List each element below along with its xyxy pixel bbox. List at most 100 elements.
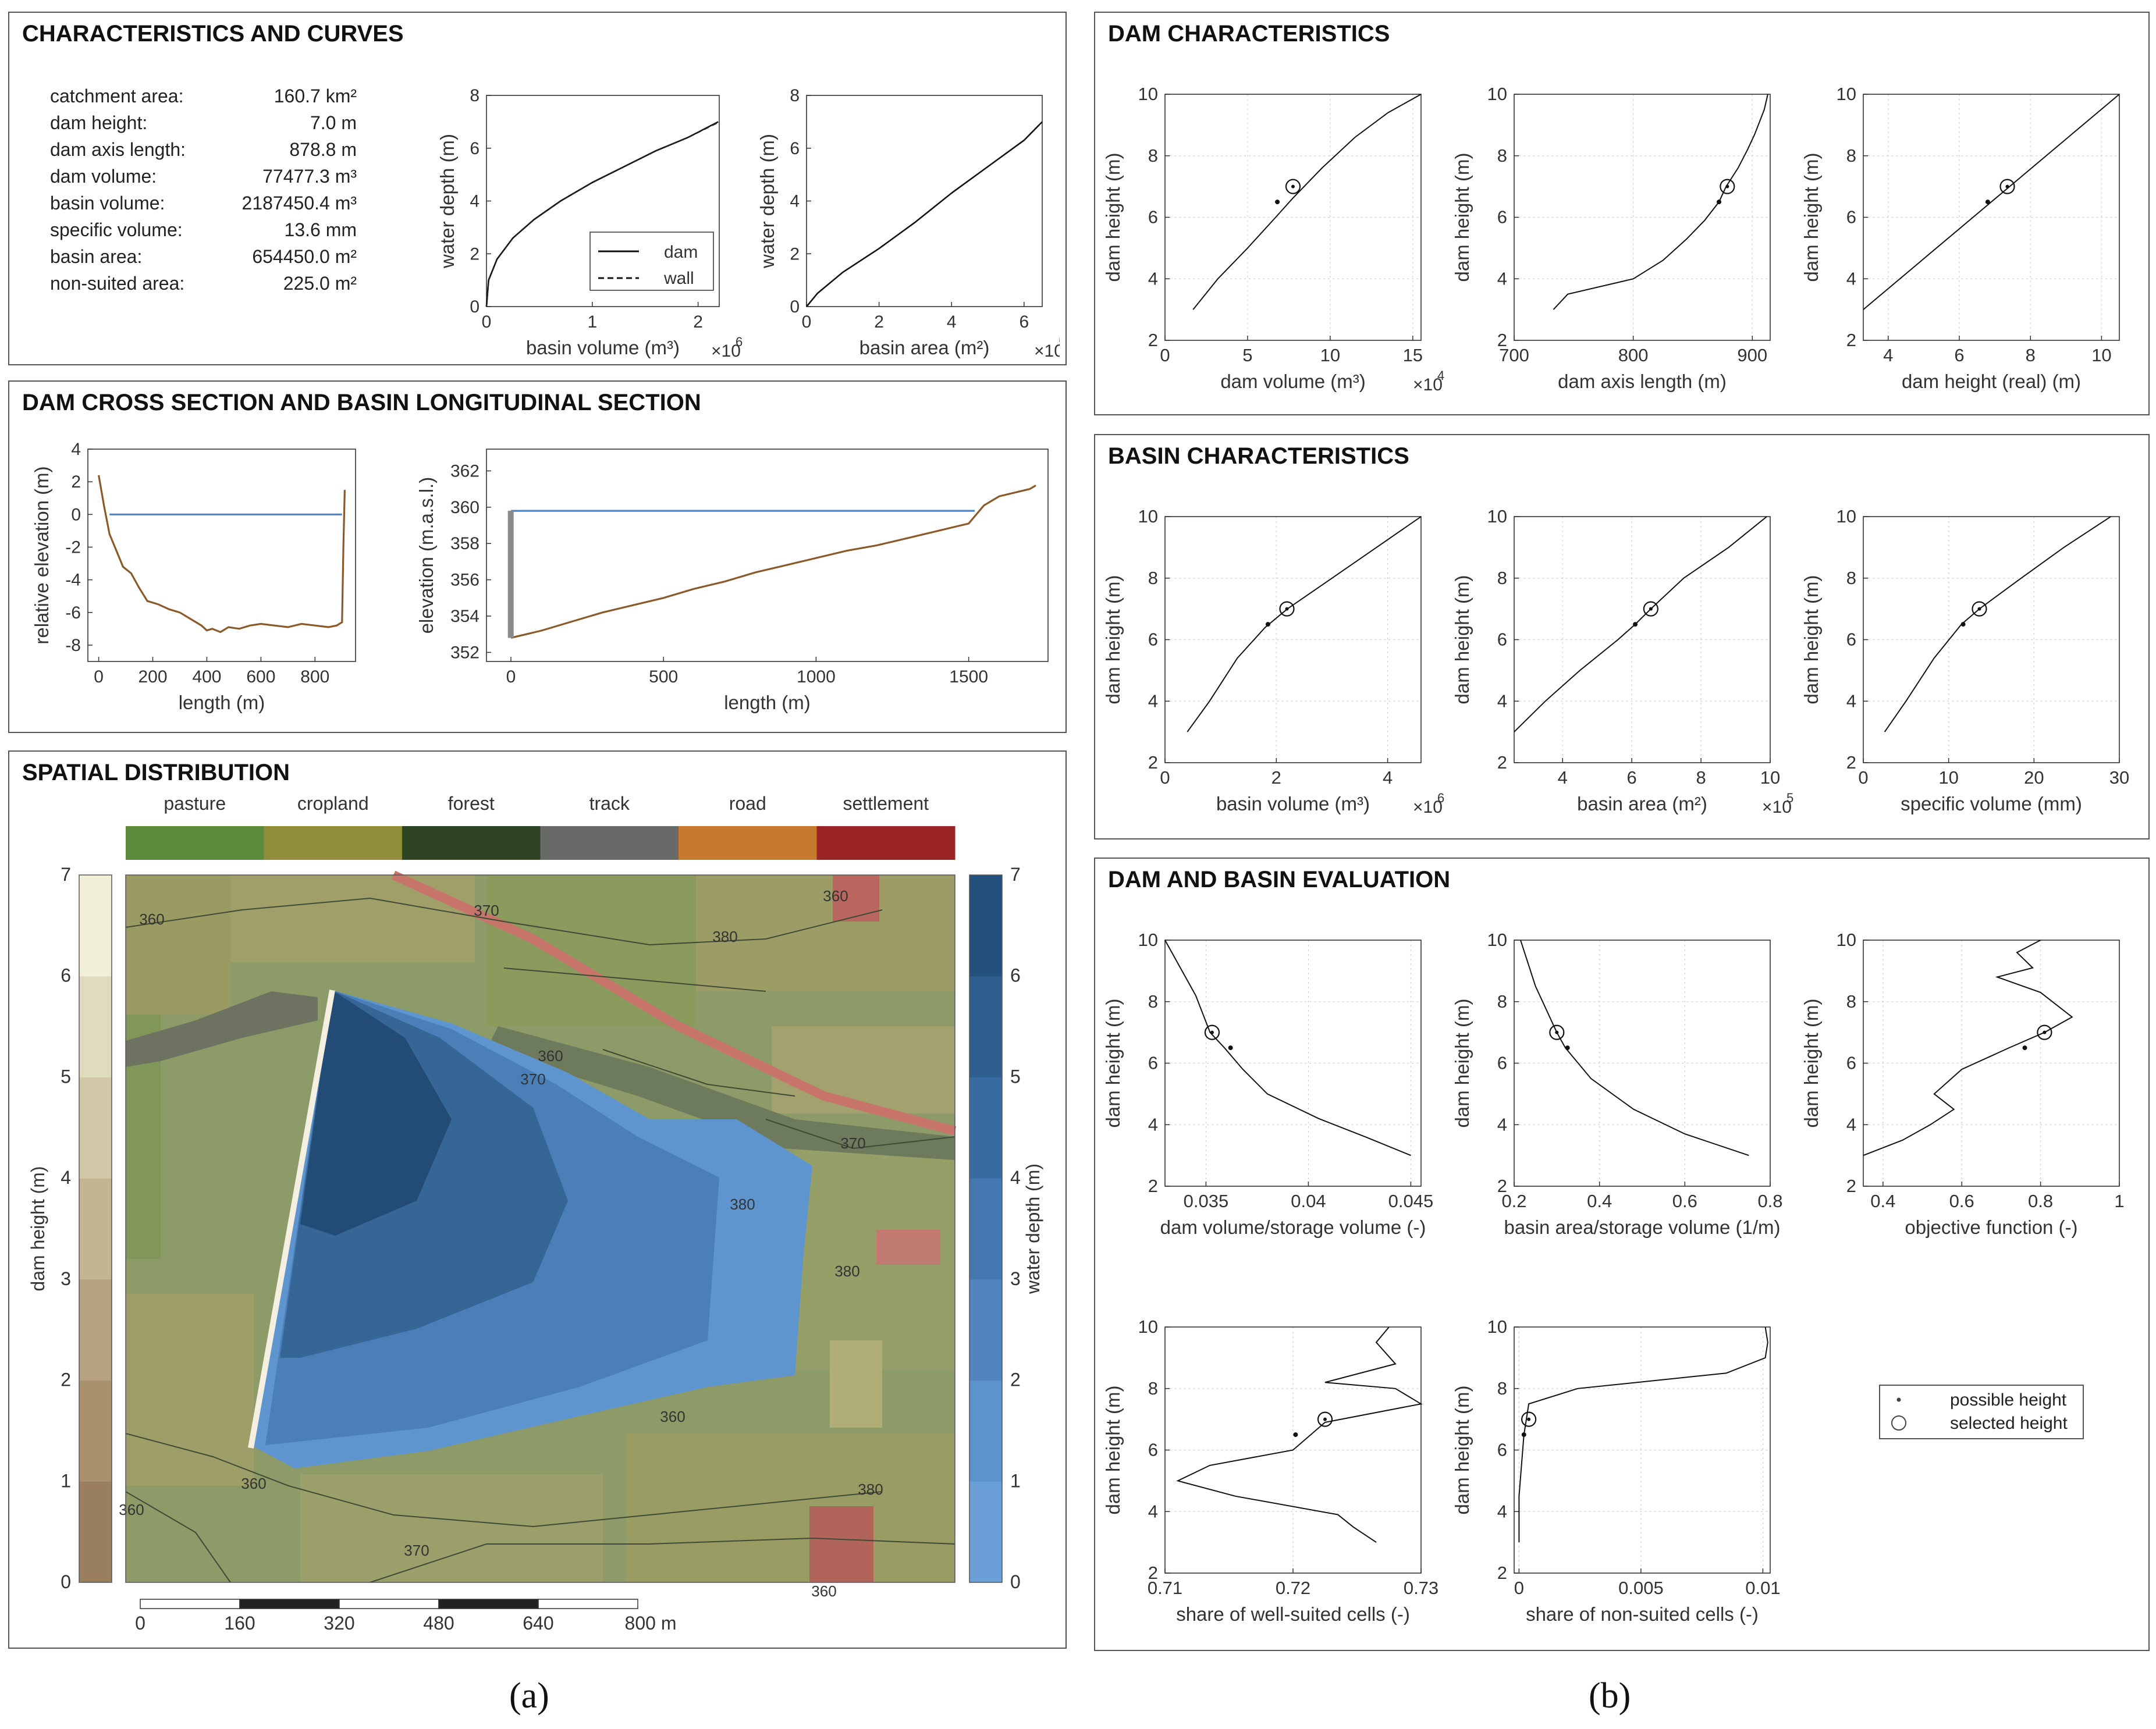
stat-value: 654450.0 m² (252, 246, 357, 267)
y-axis-label: dam height (m) (1800, 999, 1822, 1128)
y-axis-label: dam height (m) (1451, 999, 1473, 1128)
water-depth-color (969, 976, 1002, 1077)
contour-label: 380 (712, 928, 737, 945)
x-axis-multiplier: ×10 (1413, 798, 1443, 817)
chart-non-suited: 0 0.005 0.01 2 4 6 8 10 share of non-suited cell… (1451, 1317, 1781, 1625)
label-a: (a) (509, 1676, 549, 1716)
y-tick-label: 10 (1837, 930, 1856, 950)
x-axis-label: dam axis length (m) (1558, 371, 1727, 392)
x-tick-label: 0.045 (1388, 1191, 1434, 1211)
x-tick-label: 0.6 (1672, 1191, 1697, 1211)
y-tick-label: 4 (1497, 268, 1507, 289)
y-tick-label: 2 (71, 472, 81, 492)
x-axis-exponent: 5 (1059, 335, 1060, 349)
x-tick-label: 8 (1696, 767, 1706, 788)
legend-label-settlement: settlement (843, 793, 929, 814)
selected-height-dot (1649, 607, 1653, 611)
y-tick-label: 6 (1846, 1053, 1856, 1073)
y-axis-label: water depth (m) (756, 134, 778, 269)
land-patch (696, 875, 955, 991)
scalebar-label: 0 (135, 1613, 145, 1634)
legend-swatch-cropland (264, 826, 403, 860)
land-patch (230, 875, 475, 962)
panel-evaluation: DAM AND BASIN EVALUATION 0.035 0.04 0.045 2… (1094, 858, 2150, 1651)
stat-label: basin volume: (50, 193, 165, 214)
water-depth-color (969, 1481, 1002, 1583)
possible-height-marker (1960, 622, 1966, 627)
stat-value: 2187450.4 m³ (241, 193, 357, 214)
selected-height-marker (1549, 1024, 1565, 1040)
y-tick-label: 362 (450, 461, 479, 481)
scalebar-segment (140, 1599, 240, 1609)
legend-label-forest: forest (448, 793, 495, 814)
dam-height-color (79, 1178, 112, 1280)
stat-label: non-suited area: (50, 273, 185, 294)
x-axis-label: basin area/storage volume (1/m) (1504, 1216, 1780, 1238)
stat-value: 13.6 mm (284, 219, 357, 240)
y-tick-label: 10 (1487, 1317, 1507, 1337)
y-tick-label: 2 (1148, 1563, 1158, 1583)
legend-dam-label: dam (664, 243, 698, 262)
y-axis-label: dam height (m) (1800, 153, 1822, 282)
x-tick-label: 0 (1514, 1578, 1524, 1598)
possible-height-marker (1275, 200, 1280, 205)
y-tick-label: 360 (450, 498, 479, 517)
y-tick-label: 8 (790, 86, 800, 105)
x-tick-label: 6 (1954, 345, 1964, 365)
y-tick-label: 6 (1846, 629, 1856, 650)
stat-value: 77477.3 m³ (262, 166, 357, 187)
series-line (1518, 1326, 1768, 1543)
legend: possible height selected height (1879, 1385, 2084, 1439)
x-tick-label: 15 (1403, 345, 1423, 365)
x-axis-label: basin volume (m³) (526, 337, 680, 358)
selected-height-dot (1725, 184, 1729, 188)
x-axis-multiplier: ×10 (1413, 375, 1443, 394)
y-tick-label: 4 (1497, 1114, 1507, 1134)
series-line (98, 475, 346, 634)
selected-height-dot (2043, 1030, 2047, 1034)
y-tick-label: 2 (1148, 330, 1158, 350)
x-tick-label: 4 (1383, 767, 1393, 788)
spatial-map: pasture cropland forest track road settlement… (27, 793, 1043, 1634)
water-depth-color (969, 875, 1002, 977)
y-tick-label: 10 (1138, 1317, 1158, 1337)
colorbar-tick: 4 (61, 1167, 71, 1188)
x-tick-label: 0.04 (1291, 1191, 1326, 1211)
x-tick-label: 4 (947, 312, 957, 332)
y-tick-label: 10 (1487, 930, 1507, 950)
series-line (1187, 516, 1422, 732)
y-tick-label: 8 (1148, 145, 1158, 166)
land-patch (772, 1026, 955, 1113)
x-tick-label: 5 (1242, 345, 1252, 365)
selected-height-marker (1643, 601, 1658, 617)
x-axis-label: basin area (m²) (1577, 793, 1707, 814)
contour-label: 370 (840, 1134, 865, 1152)
x-tick-label: 0.72 (1276, 1578, 1310, 1598)
selected-height-dot (1555, 1030, 1559, 1034)
water-depth-color (969, 1178, 1002, 1280)
y-tick-label: 6 (1497, 1053, 1507, 1073)
x-axis-multiplier: ×10 (1034, 341, 1060, 361)
stat-label: dam axis length: (50, 139, 186, 160)
x-tick-label: 6 (1020, 312, 1029, 332)
selected-height-dot (1323, 1417, 1327, 1421)
legend-label-cropland: cropland (297, 793, 369, 814)
series-line (1192, 94, 1422, 310)
colorbar-tick: 1 (1010, 1470, 1021, 1491)
x-tick-label: 0.71 (1148, 1578, 1182, 1598)
contour-label: 380 (858, 1481, 883, 1498)
possible-height-marker (1293, 1432, 1298, 1438)
x-tick-label: 400 (192, 667, 221, 686)
legend-possible: possible height (1950, 1390, 2067, 1410)
plot-frame (486, 449, 1049, 662)
series-line (1863, 94, 2120, 310)
y-tick-label: 4 (470, 192, 479, 211)
stat-label: dam volume: (50, 166, 157, 187)
y-tick-label: 2 (1497, 330, 1507, 350)
x-axis-label: basin area (m²) (859, 337, 990, 358)
y-tick-label: 352 (450, 643, 479, 662)
x-tick-label: 800 (300, 667, 329, 686)
y-tick-label: 6 (1497, 629, 1507, 650)
x-tick-label: 2 (1271, 767, 1281, 788)
possible-height-marker (1565, 1045, 1570, 1051)
